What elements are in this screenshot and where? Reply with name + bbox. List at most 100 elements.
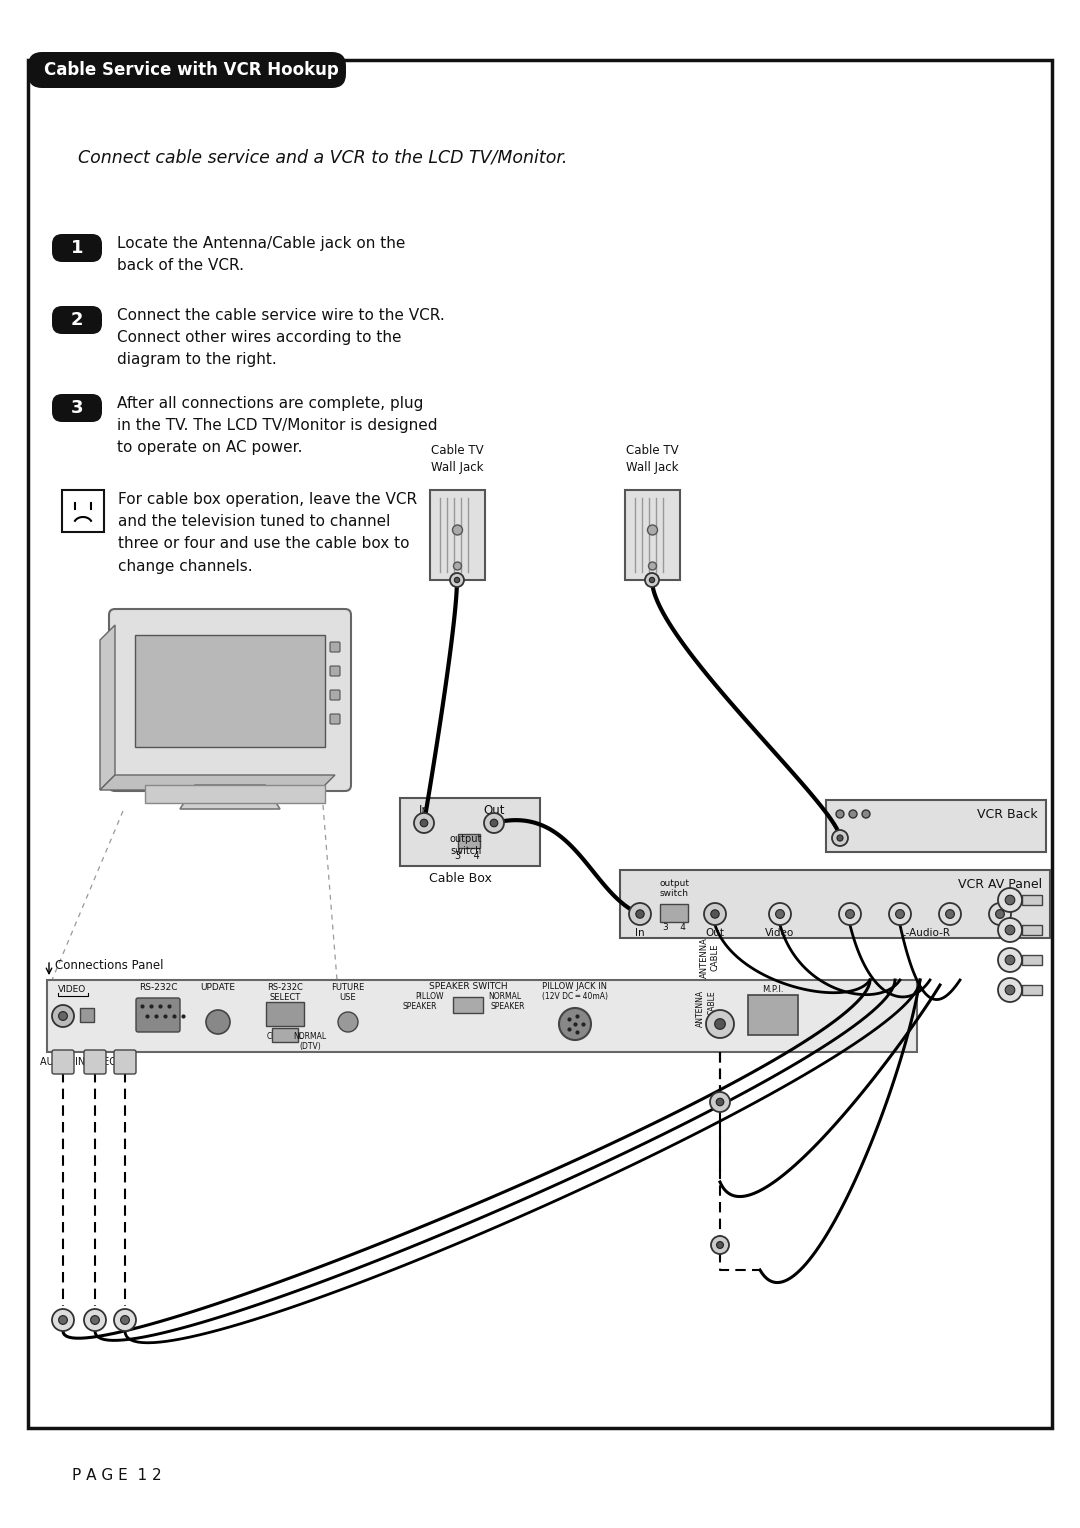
Text: Cable TV
Wall Jack: Cable TV Wall Jack [625, 445, 678, 474]
Circle shape [648, 562, 657, 570]
Circle shape [710, 1093, 730, 1112]
Circle shape [704, 903, 726, 924]
Text: Cable Box: Cable Box [429, 872, 491, 885]
Circle shape [649, 578, 654, 582]
Text: 1: 1 [71, 238, 83, 257]
Circle shape [490, 819, 498, 827]
Circle shape [998, 978, 1022, 1002]
Text: 3: 3 [71, 399, 83, 417]
Circle shape [889, 903, 912, 924]
Polygon shape [100, 625, 114, 790]
Circle shape [775, 909, 784, 918]
Text: Connections Panel: Connections Panel [55, 960, 163, 972]
FancyBboxPatch shape [330, 714, 340, 724]
Text: Cable TV
Wall Jack: Cable TV Wall Jack [431, 445, 484, 474]
FancyBboxPatch shape [135, 636, 325, 747]
FancyBboxPatch shape [52, 1050, 75, 1074]
FancyBboxPatch shape [52, 394, 102, 422]
Text: NORMAL: NORMAL [488, 992, 522, 1001]
Circle shape [717, 1242, 724, 1248]
Circle shape [939, 903, 961, 924]
FancyBboxPatch shape [52, 306, 102, 335]
FancyBboxPatch shape [1022, 895, 1042, 905]
Text: Locate the Antenna/Cable jack on the
back of the VCR.: Locate the Antenna/Cable jack on the bac… [117, 235, 405, 274]
Circle shape [450, 573, 464, 587]
Circle shape [839, 903, 861, 924]
FancyBboxPatch shape [48, 979, 917, 1051]
Text: output
switch: output switch [659, 879, 689, 898]
Circle shape [711, 1236, 729, 1254]
FancyBboxPatch shape [1022, 986, 1042, 995]
Circle shape [996, 909, 1004, 918]
Circle shape [836, 810, 843, 817]
FancyBboxPatch shape [1022, 924, 1042, 935]
Circle shape [414, 813, 434, 833]
Circle shape [559, 1008, 591, 1041]
Text: Connect cable service and a VCR to the LCD TV/Monitor.: Connect cable service and a VCR to the L… [78, 148, 567, 167]
Circle shape [998, 918, 1022, 941]
Text: (12V DC ═ 40mA): (12V DC ═ 40mA) [542, 992, 608, 1001]
Circle shape [849, 810, 858, 817]
Polygon shape [180, 785, 280, 808]
Polygon shape [145, 785, 325, 804]
Text: Out: Out [483, 804, 504, 817]
FancyBboxPatch shape [660, 905, 688, 921]
Circle shape [989, 903, 1011, 924]
FancyBboxPatch shape [1022, 955, 1042, 966]
Text: PILLOW: PILLOW [416, 992, 444, 1001]
FancyBboxPatch shape [136, 998, 180, 1031]
Circle shape [832, 830, 848, 847]
Text: NORMAL
(DTV): NORMAL (DTV) [294, 1031, 326, 1051]
Text: ANTENNA
CABLE: ANTENNA CABLE [700, 937, 719, 978]
FancyBboxPatch shape [114, 1050, 136, 1074]
Circle shape [455, 578, 460, 582]
Circle shape [1005, 986, 1015, 995]
Text: SPEAKER SWITCH: SPEAKER SWITCH [429, 983, 508, 992]
Text: In: In [635, 927, 645, 938]
Text: UPDATE: UPDATE [201, 983, 235, 992]
Circle shape [769, 903, 791, 924]
Text: VIDEO: VIDEO [58, 986, 86, 995]
Text: M.P.I.: M.P.I. [762, 986, 784, 995]
Circle shape [648, 526, 658, 535]
Text: output
switch: output switch [450, 834, 483, 856]
FancyBboxPatch shape [109, 610, 351, 792]
Circle shape [895, 909, 904, 918]
Text: For cable box operation, leave the VCR
and the television tuned to channel
three: For cable box operation, leave the VCR a… [118, 492, 417, 573]
Circle shape [114, 1309, 136, 1331]
Circle shape [837, 834, 843, 840]
Text: 2: 2 [71, 312, 83, 329]
FancyBboxPatch shape [826, 801, 1047, 853]
Text: CABLE: CABLE [707, 990, 716, 1015]
FancyBboxPatch shape [266, 1002, 303, 1025]
Circle shape [420, 819, 428, 827]
Circle shape [998, 888, 1022, 912]
Circle shape [52, 1005, 75, 1027]
FancyBboxPatch shape [330, 691, 340, 700]
Circle shape [58, 1316, 67, 1325]
Circle shape [206, 1010, 230, 1034]
Circle shape [946, 909, 955, 918]
Text: PILLOW JACK IN: PILLOW JACK IN [542, 983, 607, 992]
Circle shape [58, 1012, 67, 1021]
Text: 3    4: 3 4 [662, 923, 686, 932]
Circle shape [1005, 924, 1015, 935]
Text: Connect the cable service wire to the VCR.
Connect other wires according to the
: Connect the cable service wire to the VC… [117, 309, 445, 367]
Circle shape [706, 1010, 734, 1038]
FancyBboxPatch shape [84, 1050, 106, 1074]
Circle shape [716, 1099, 724, 1106]
FancyBboxPatch shape [458, 834, 480, 848]
Polygon shape [100, 775, 335, 790]
Text: After all connections are complete, plug
in the TV. The LCD TV/Monitor is design: After all connections are complete, plug… [117, 396, 437, 455]
Text: FUTURE
USE: FUTURE USE [332, 983, 365, 1002]
FancyBboxPatch shape [52, 234, 102, 261]
Circle shape [484, 813, 504, 833]
Circle shape [121, 1316, 130, 1325]
Circle shape [629, 903, 651, 924]
FancyBboxPatch shape [620, 869, 1050, 938]
Circle shape [453, 526, 462, 535]
FancyBboxPatch shape [453, 996, 483, 1013]
Circle shape [715, 1019, 726, 1030]
FancyBboxPatch shape [330, 666, 340, 675]
Circle shape [711, 909, 719, 918]
